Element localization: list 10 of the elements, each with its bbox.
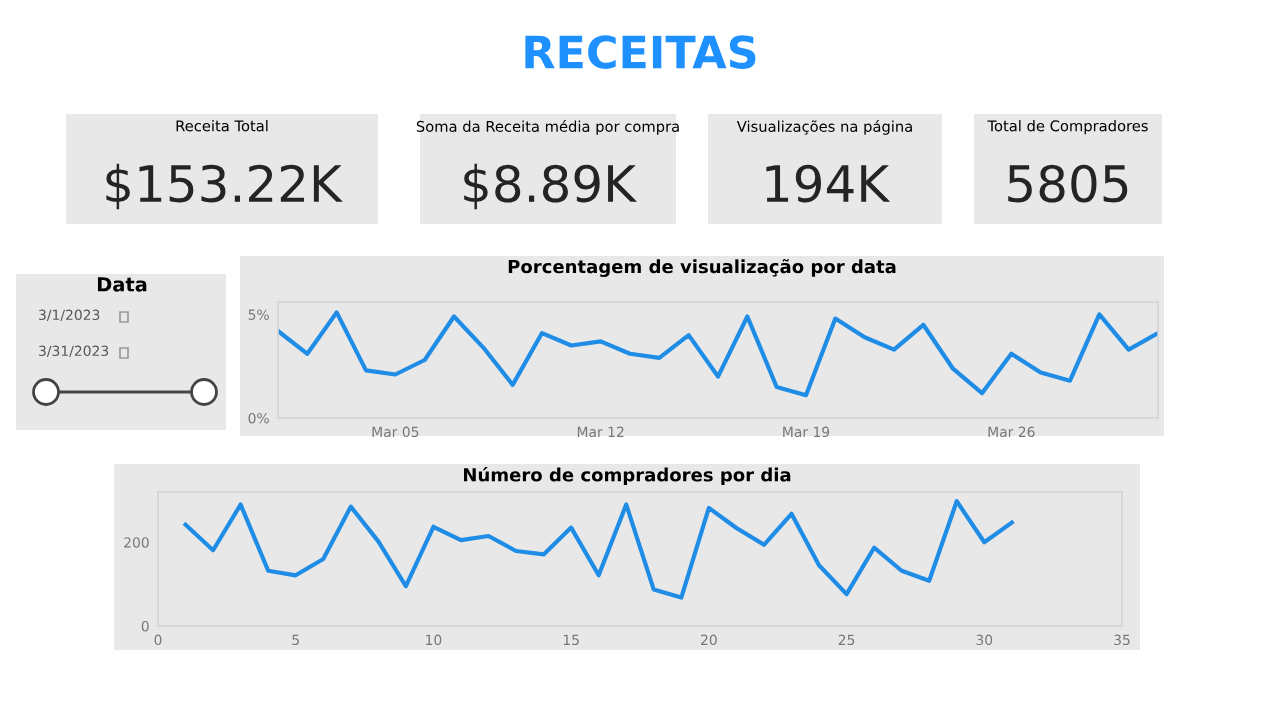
chart-title: Porcentagem de visualização por data bbox=[508, 259, 896, 277]
line-series bbox=[183, 499, 1014, 600]
text: 5805 bbox=[1008, 164, 1128, 203]
text: $153.22K bbox=[106, 163, 343, 210]
text: 194K bbox=[766, 164, 891, 203]
text: $8.89K bbox=[464, 163, 638, 210]
text: RECEITAS bbox=[525, 35, 756, 69]
line-series bbox=[278, 310, 1158, 398]
chart-title: Número de compradores por dia bbox=[463, 466, 791, 486]
text: Data bbox=[97, 277, 147, 292]
